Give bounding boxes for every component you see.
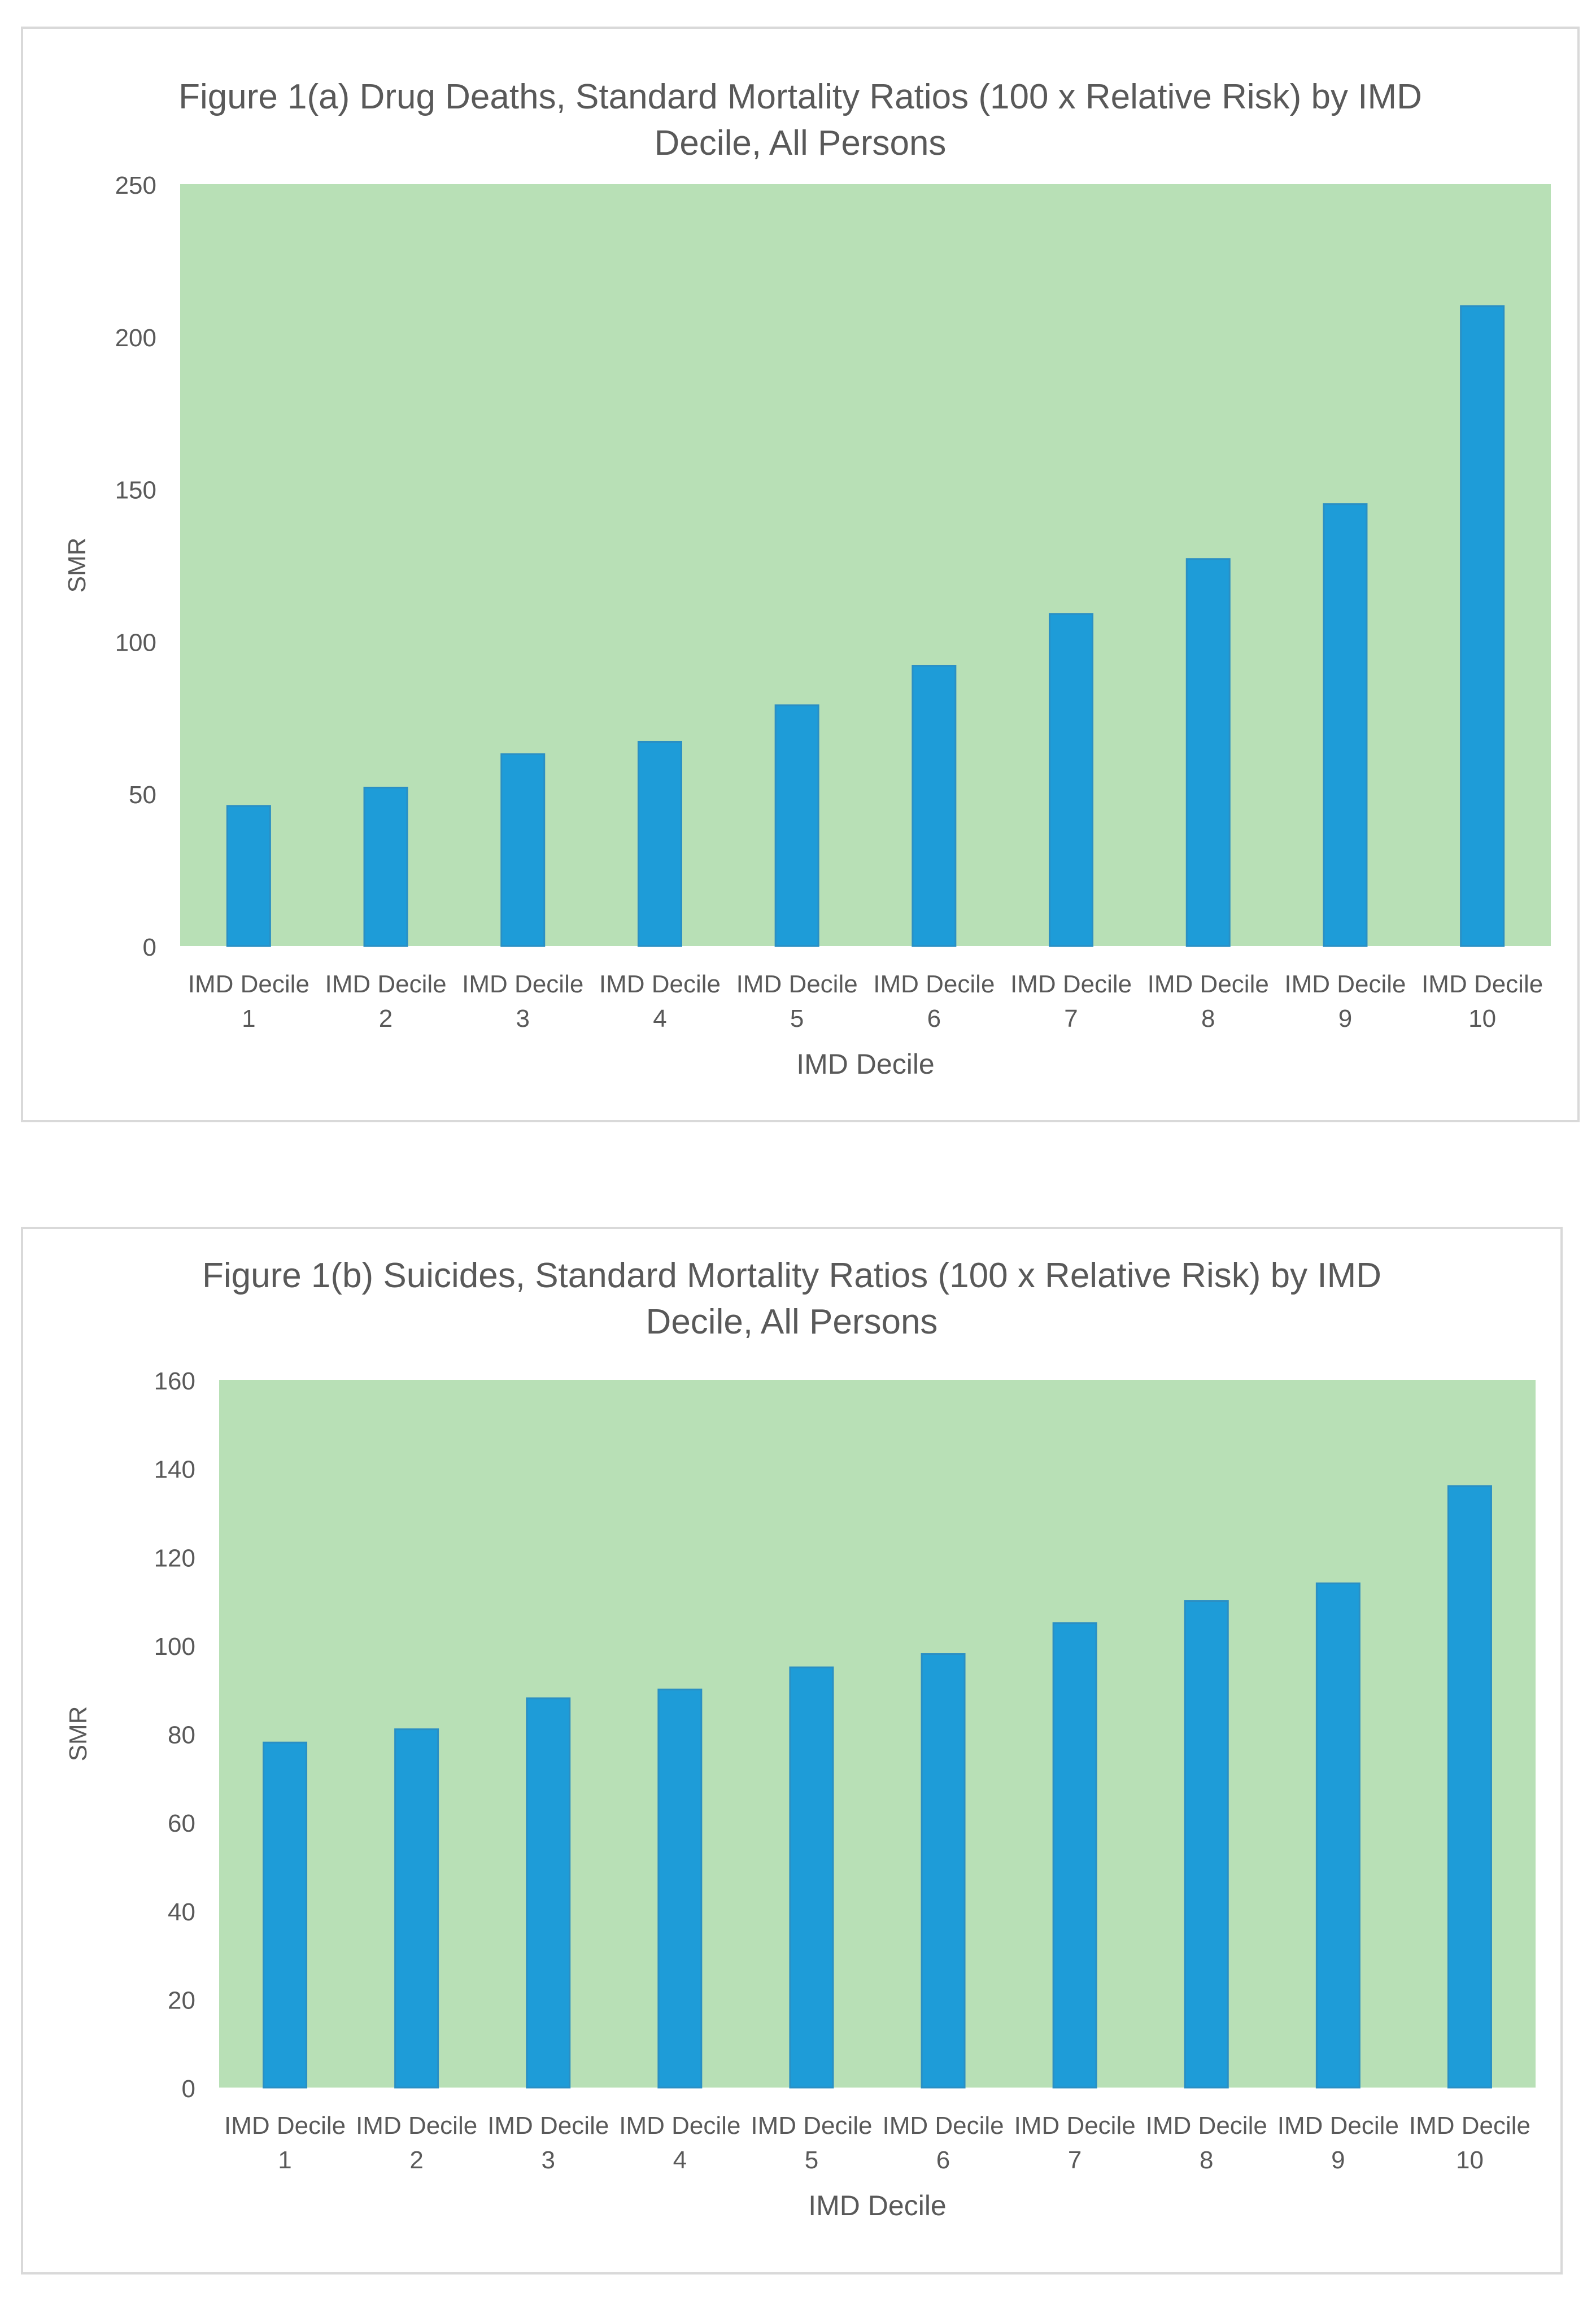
chart-a-bar [1185,558,1231,947]
chart-a-x-tick-label-line1: IMD Decile [1421,970,1543,998]
chart-a-x-tick-label-line1: IMD Decile [325,970,446,998]
chart-a-y-tick-label: 250 [115,172,156,199]
chart-a-x-tick-label-line1: IMD Decile [736,970,858,998]
chart-a-y-tick-label: 150 [115,477,156,504]
chart-b-x-tick-label-line1: IMD Decile [619,2112,740,2140]
chart-b-x-tick-label-line2: 9 [1331,2146,1345,2174]
chart-a-x-tick-label-line1: IMD Decile [188,970,309,998]
chart-a-x-axis-title: IMD Decile [796,1048,934,1080]
chart-a-plot-area [180,184,1551,946]
chart-b-x-tick-label-line2: 1 [278,2146,291,2174]
chart-a-x-tick-label-line2: 10 [1468,1005,1496,1032]
chart-a-title-line-2: Decile, All Persons [654,124,947,163]
chart-b-y-tick-label: 140 [154,1456,195,1484]
chart-a-x-tick-label-line2: 6 [927,1005,941,1032]
chart-b-x-tick-label-line2: 2 [409,2146,423,2174]
chart-b-x-tick-label-line2: 6 [936,2146,950,2174]
chart-b-x-tick-label-line1: IMD Decile [356,2112,477,2140]
chart-a-y-tick-label: 100 [115,629,156,656]
chart-a-x-tick-label-line1: IMD Decile [1010,970,1132,998]
chart-b-x-tick-label-line1: IMD Decile [224,2112,346,2140]
chart-b-x-tick-label-line2: 5 [805,2146,818,2174]
chart-b-bar [394,1728,439,2089]
chart-b-x-tick-label-line1: IMD Decile [751,2112,872,2140]
chart-a-x-tick-label-line2: 2 [379,1005,393,1032]
chart-a-y-tick-label: 200 [115,324,156,352]
chart-b-bar [526,1697,571,2089]
chart-b-title-line-1: Figure 1(b) Suicides, Standard Mortality… [202,1256,1382,1295]
chart-a-y-tick-label: 50 [129,781,156,809]
chart-b-x-tick-label-line1: IMD Decile [1014,2112,1136,2140]
chart-b-x-tick-label-line2: 3 [542,2146,555,2174]
chart-b-title: Figure 1(b) Suicides, Standard Mortality… [23,1253,1560,1345]
chart-b-title-line-2: Decile, All Persons [646,1302,938,1341]
chart-b-x-tick-label-line2: 4 [673,2146,687,2174]
chart-a-bar [774,704,819,947]
chart-b-x-tick-label-line1: IMD Decile [1409,2112,1530,2140]
chart-b-y-tick-label: 100 [154,1633,195,1661]
chart-b-x-tick-label-line1: IMD Decile [882,2112,1004,2140]
chart-b-y-tick-label: 60 [168,1810,195,1837]
chart-b-bar [789,1666,834,2089]
chart-b-y-tick-label: 120 [154,1544,195,1572]
chart-b-y-axis-title: SMR [64,1706,92,1762]
chart-b-svg: 0 20 40 60 80 100 120 140 160 IMD Decile 1 IMD Deci… [64,1367,1536,2221]
chart-b-x-tick-label-line1: IMD Decile [487,2112,609,2140]
chart-b-bar [1315,1582,1360,2089]
chart-a-x-tick-label-line1: IMD Decile [873,970,995,998]
chart-a-x-tick-label-line2: 9 [1338,1005,1352,1032]
chart-b-x-tick-label-line2: 8 [1200,2146,1213,2174]
chart-b-container: Figure 1(b) Suicides, Standard Mortality… [21,1227,1563,2275]
chart-a-bar [363,786,408,947]
chart-b-x-axis-title: IMD Decile [808,2190,946,2221]
chart-a-svg: 0 50 100 150 200 250 IMD Decile 1 IMD Decile 2 IMD… [63,172,1551,1080]
chart-a-bar [1323,503,1368,947]
chart-a-x-tick-label-line2: 5 [790,1005,804,1032]
chart-a-bar [500,753,546,947]
chart-a-x-tick-label-line1: IMD Decile [462,970,583,998]
chart-a-x-tick-label-line2: 8 [1201,1005,1215,1032]
chart-b-x-tick-label-line1: IMD Decile [1146,2112,1267,2140]
chart-a-bar [912,665,957,947]
chart-b-x-tick-label-line1: IMD Decile [1277,2112,1399,2140]
chart-a-bar [1049,613,1094,947]
chart-a-x-tick-label-line2: 3 [516,1005,530,1032]
chart-b-y-tick-label: 40 [168,1898,195,1926]
chart-a-x-tick-label-line2: 7 [1064,1005,1078,1032]
chart-a-x-tick-label-line1: IMD Decile [1148,970,1269,998]
chart-b-y-tick-label: 80 [168,1722,195,1749]
chart-b-bar [263,1741,308,2089]
chart-b-bar [921,1653,966,2089]
chart-a-bar [637,740,682,947]
chart-b-bar [657,1688,703,2089]
chart-a-bar [1460,305,1505,947]
chart-a-y-axis-title: SMR [63,538,91,593]
chart-a-x-tick-label-line2: 4 [653,1005,666,1032]
chart-a-x-tick-label-line1: IMD Decile [1284,970,1406,998]
chart-a-container: Figure 1(a) Drug Deaths, Standard Mortal… [21,27,1580,1122]
chart-b-bar [1184,1600,1229,2089]
chart-a-title-line-1: Figure 1(a) Drug Deaths, Standard Mortal… [178,77,1422,116]
chart-b-x-tick-label-line2: 7 [1068,2146,1082,2174]
chart-a-bar [226,805,271,947]
chart-a-x-tick-label-line2: 1 [242,1005,255,1032]
chart-a-y-tick-label: 0 [143,934,156,961]
chart-b-y-tick-label: 160 [154,1367,195,1395]
chart-b-y-tick-label: 20 [168,1986,195,2014]
chart-b-bar [1447,1485,1492,2089]
chart-b-x-tick-label-line2: 10 [1456,2146,1484,2174]
chart-a-x-tick-label-line1: IMD Decile [599,970,721,998]
chart-b-bar [1052,1622,1097,2089]
chart-a-title: Figure 1(a) Drug Deaths, Standard Mortal… [23,74,1577,167]
chart-b-y-tick-label: 0 [182,2075,195,2103]
